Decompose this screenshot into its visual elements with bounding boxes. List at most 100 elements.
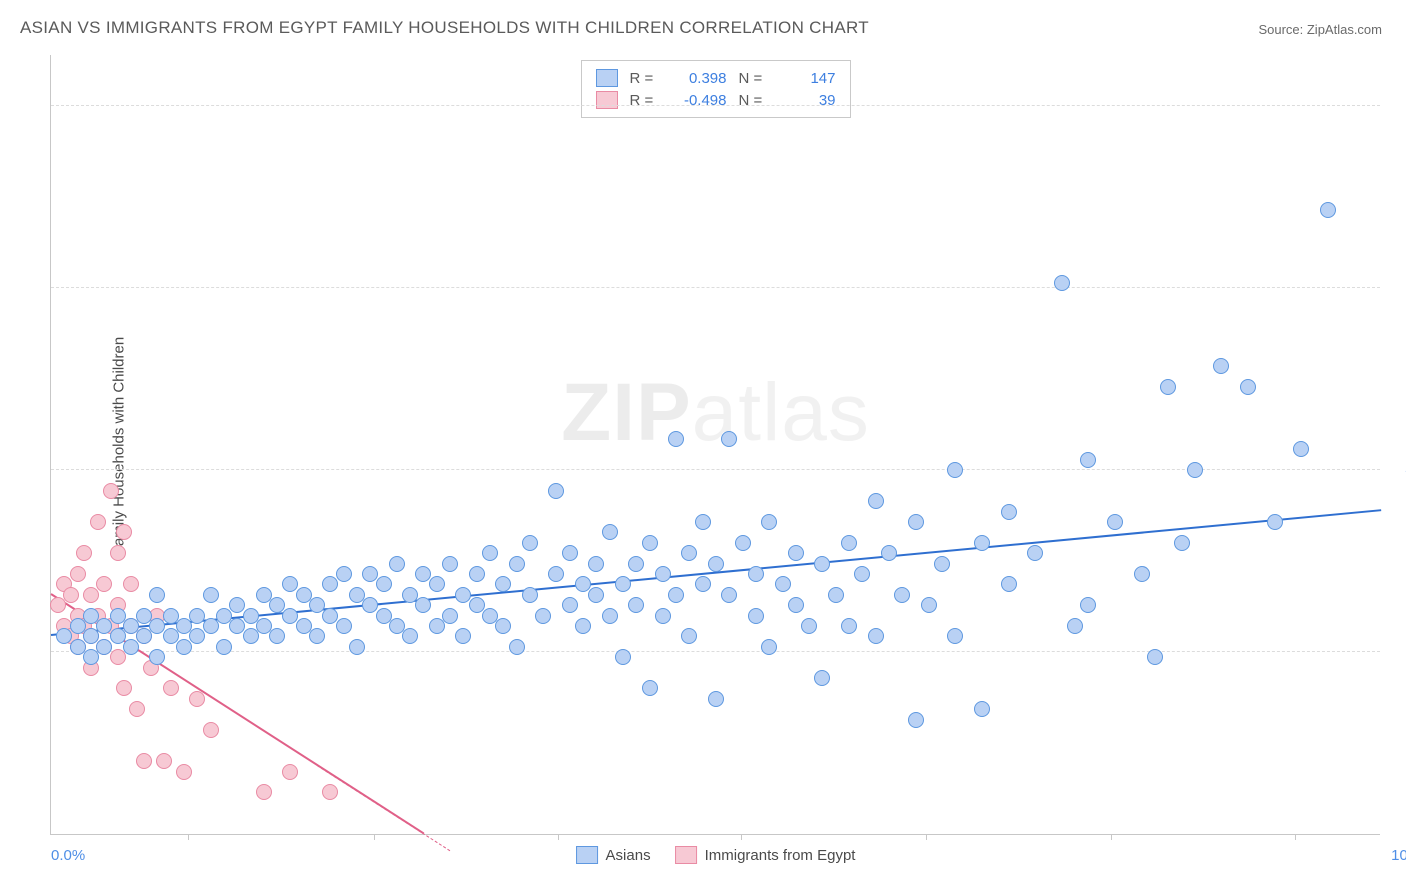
data-point [1001,504,1017,520]
data-point [1293,441,1309,457]
data-point [116,680,132,696]
legend-item-egypt: Immigrants from Egypt [675,846,856,864]
x-tick-mark [558,834,559,840]
data-point [947,628,963,644]
data-point [868,628,884,644]
data-point [1080,452,1096,468]
data-point [1320,202,1336,218]
data-point [149,587,165,603]
data-point [83,587,99,603]
legend-label-egypt: Immigrants from Egypt [705,847,856,864]
data-point [136,753,152,769]
data-point [282,764,298,780]
source-attribution: Source: ZipAtlas.com [1258,22,1382,37]
series-legend: Asians Immigrants from Egypt [576,846,856,864]
data-point [96,639,112,655]
data-point [336,566,352,582]
data-point [176,639,192,655]
swatch-egypt [596,91,618,109]
data-point [628,597,644,613]
data-point [322,576,338,592]
data-point [814,670,830,686]
data-point [1147,649,1163,665]
data-point [116,524,132,540]
data-point [1107,514,1123,530]
data-point [1054,275,1070,291]
data-point [415,597,431,613]
data-point [708,691,724,707]
legend-swatch-asians [576,846,598,864]
legend-label-asians: Asians [606,847,651,864]
data-point [243,628,259,644]
data-point [136,628,152,644]
source-name: ZipAtlas.com [1307,22,1382,37]
data-point [256,784,272,800]
data-point [814,556,830,572]
data-point [602,524,618,540]
data-point [854,566,870,582]
data-point [748,566,764,582]
data-point [615,576,631,592]
data-point [588,587,604,603]
gridline-horizontal [51,105,1380,106]
data-point [509,556,525,572]
data-point [642,680,658,696]
data-point [655,566,671,582]
data-point [1067,618,1083,634]
data-point [881,545,897,561]
chart-title: ASIAN VS IMMIGRANTS FROM EGYPT FAMILY HO… [20,18,869,38]
data-point [788,597,804,613]
data-point [1267,514,1283,530]
r-label: R = [630,70,660,87]
data-point [96,576,112,592]
data-point [628,556,644,572]
legend-item-asians: Asians [576,846,651,864]
data-point [655,608,671,624]
data-point [129,701,145,717]
data-point [203,587,219,603]
correlation-legend: R = 0.398 N = 147 R = -0.498 N = 39 [581,60,851,118]
x-tick-min: 0.0% [51,847,85,864]
data-point [442,608,458,624]
data-point [50,597,66,613]
data-point [908,712,924,728]
data-point [469,566,485,582]
swatch-asians [596,69,618,87]
data-point [695,514,711,530]
data-point [788,545,804,561]
data-point [562,545,578,561]
x-tick-mark [926,834,927,840]
data-point [1187,462,1203,478]
data-point [322,784,338,800]
legend-row-egypt: R = -0.498 N = 39 [596,89,836,111]
data-point [708,556,724,572]
data-point [216,639,232,655]
data-point [1240,379,1256,395]
data-point [83,649,99,665]
data-point [668,587,684,603]
data-point [495,618,511,634]
x-tick-mark [741,834,742,840]
data-point [908,514,924,530]
data-point [110,649,126,665]
data-point [336,618,352,634]
data-point [1213,358,1229,374]
data-point [149,649,165,665]
data-point [947,462,963,478]
data-point [548,566,564,582]
data-point [841,618,857,634]
r-value-asians: 0.398 [672,70,727,87]
data-point [921,597,937,613]
data-point [868,493,884,509]
legend-row-asians: R = 0.398 N = 147 [596,67,836,89]
data-point [681,545,697,561]
x-tick-mark [374,834,375,840]
data-point [1001,576,1017,592]
gridline-horizontal [51,651,1380,652]
scatter-plot-area: ZIPatlas R = 0.398 N = 147 R = -0.498 N … [50,55,1380,835]
data-point [695,576,711,592]
data-point [775,576,791,592]
data-point [176,764,192,780]
data-point [376,576,392,592]
data-point [189,628,205,644]
